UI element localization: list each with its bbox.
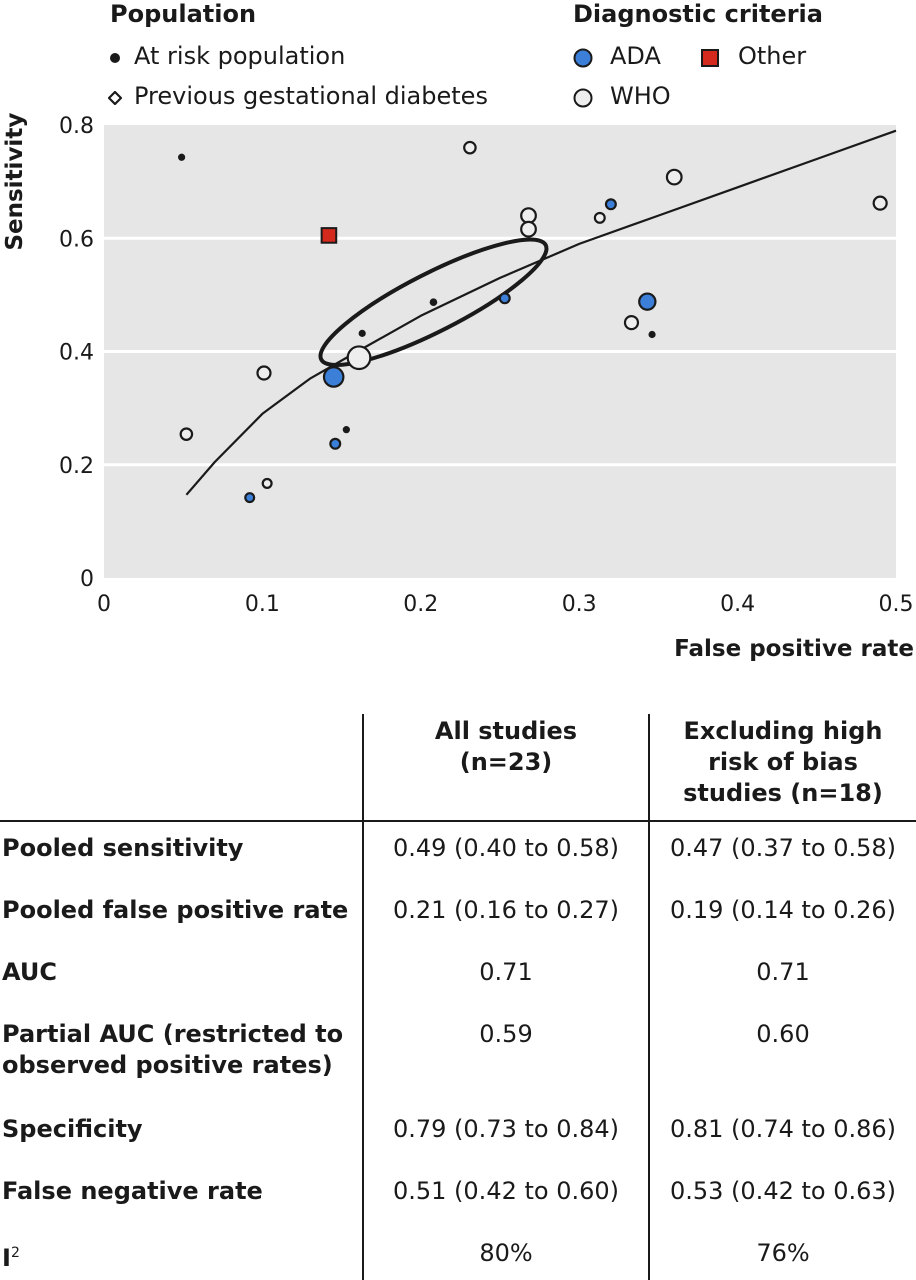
x-tick-label: 0 <box>97 592 111 617</box>
x-axis-title: False positive rate <box>674 636 914 662</box>
row-label-partial-auc: Partial AUC (restricted to observed posi… <box>2 1019 343 1081</box>
data-point-who <box>665 168 683 186</box>
x-tick-label: 0.2 <box>403 592 438 617</box>
white-circle-icon <box>573 88 593 108</box>
legend-label: Other <box>738 42 807 70</box>
y-tick-label: 0 <box>80 567 94 592</box>
data-point-who <box>463 140 477 155</box>
cell-all-auc: 0.71 <box>479 958 533 986</box>
row-label-specificity: Specificity <box>2 1115 143 1143</box>
legend-label: WHO <box>610 82 671 110</box>
data-point-at-risk <box>648 330 656 339</box>
y-tick-label: 0.8 <box>59 114 94 139</box>
cell-all-specificity: 0.79 (0.73 to 0.84) <box>392 1115 620 1143</box>
data-point-who <box>872 195 888 211</box>
legend-label: At risk population <box>134 42 346 70</box>
data-point-at-risk <box>429 298 438 307</box>
column-header-all-studies: All studies (n=23) <box>364 716 648 778</box>
y-tick-label: 0.6 <box>59 227 94 252</box>
x-tick-label: 0.5 <box>879 592 914 617</box>
data-point-other <box>320 227 338 244</box>
cell-excl-fnr: 0.53 (0.42 to 0.63) <box>669 1177 897 1205</box>
y-tick-label: 0.4 <box>59 341 94 366</box>
header-line: (n=23) <box>459 748 553 776</box>
header-line: Excluding high <box>683 717 883 745</box>
cell-all-pooled-sensitivity: 0.49 (0.40 to 0.58) <box>392 834 620 862</box>
x-tick-label: 0.1 <box>245 592 280 617</box>
red-square-icon <box>701 49 719 67</box>
header-line: studies (n=18) <box>683 779 883 807</box>
cell-all-i-squared: 80% <box>479 1239 533 1267</box>
data-point-who <box>520 220 537 238</box>
sroc-scatter-chart: 0 0.1 0.2 0.3 0.4 0.5 0 0.2 0.4 0.6 0.8 False posit… <box>2 113 914 662</box>
x-tick-label: 0.3 <box>562 592 597 617</box>
cell-excl-specificity: 0.81 (0.74 to 0.86) <box>669 1115 897 1143</box>
cell-all-partial-auc: 0.59 <box>479 1020 533 1048</box>
data-point-who <box>520 207 537 224</box>
row-label-superscript: 2 <box>10 1245 20 1261</box>
cell-all-pooled-fpr: 0.21 (0.16 to 0.27) <box>392 896 620 924</box>
data-point-ada <box>329 437 342 450</box>
data-point-ada <box>498 292 511 305</box>
data-point-ada <box>244 492 256 504</box>
row-label-auc: AUC <box>2 958 57 986</box>
data-point-who <box>346 345 372 371</box>
row-label-pooled-sensitivity: Pooled sensitivity <box>2 834 244 862</box>
row-label-pooled-fpr: Pooled false positive rate <box>2 896 349 924</box>
legend-label: Previous gestational diabetes <box>134 82 488 110</box>
blue-circle-icon <box>573 48 593 68</box>
x-tick-label: 0.4 <box>720 592 755 617</box>
data-point-who <box>261 477 273 489</box>
legend-label: ADA <box>610 42 661 70</box>
cell-all-fnr: 0.51 (0.42 to 0.60) <box>392 1177 620 1205</box>
data-point-ada <box>638 292 657 311</box>
data-point-ada <box>322 366 345 388</box>
table-header-rule <box>0 820 916 822</box>
cell-excl-auc: 0.71 <box>756 958 810 986</box>
column-header-excluding-bias: Excluding high risk of bias studies (n=1… <box>650 716 916 809</box>
table-divider-1 <box>362 714 364 1280</box>
row-label-line: observed positive rates) <box>2 1051 333 1079</box>
header-line: risk of bias <box>708 748 858 776</box>
legend-criteria-title: Diagnostic criteria <box>573 0 823 28</box>
data-point-at-risk <box>342 426 350 434</box>
sroc-curve <box>185 129 897 496</box>
cell-excl-pooled-fpr: 0.19 (0.14 to 0.26) <box>669 896 897 924</box>
data-point-ada <box>604 198 617 211</box>
small-dot-icon <box>110 53 120 63</box>
diamond-icon <box>108 91 122 105</box>
legend-population-title: Population <box>110 0 257 28</box>
data-point-at-risk <box>178 153 186 161</box>
row-label-line: Partial AUC (restricted to <box>2 1020 344 1048</box>
cell-excl-pooled-sensitivity: 0.47 (0.37 to 0.58) <box>669 834 897 862</box>
data-point-who <box>179 427 194 441</box>
y-axis-title: Sensitivity <box>2 113 28 251</box>
row-label-fnr: False negative rate <box>2 1177 263 1205</box>
y-tick-label: 0.2 <box>59 454 94 479</box>
data-point-who <box>256 365 272 381</box>
confidence-ellipse <box>318 237 549 367</box>
data-point-who <box>623 315 640 331</box>
data-point-at-risk <box>358 329 366 337</box>
row-label-main: I <box>2 1244 11 1272</box>
data-point-who <box>593 211 606 224</box>
row-label-i-squared: I2 <box>2 1238 20 1274</box>
header-line: All studies <box>434 717 578 745</box>
cell-excl-i-squared: 76% <box>756 1239 810 1267</box>
cell-excl-partial-auc: 0.60 <box>756 1020 810 1048</box>
table-divider-2 <box>648 714 650 1280</box>
